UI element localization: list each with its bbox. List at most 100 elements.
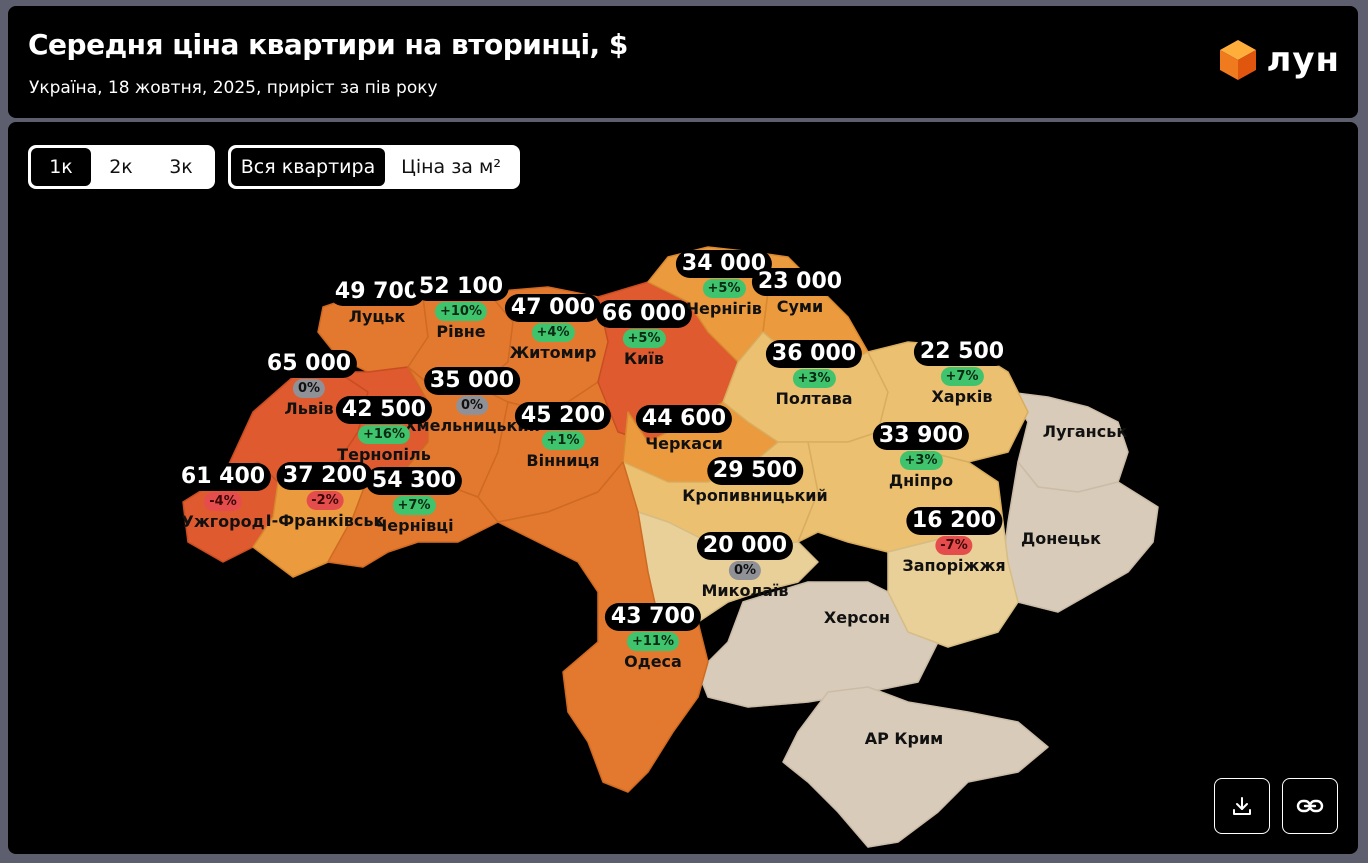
- occupied-region-label: Херсон: [823, 608, 891, 627]
- share-link-button[interactable]: [1282, 778, 1338, 834]
- price-change-badge: 0%: [728, 561, 762, 580]
- city-price: 65 000: [260, 350, 358, 378]
- city-name: Чернівці: [374, 516, 454, 535]
- price-change-badge: +7%: [392, 496, 436, 515]
- city-price: 42 500: [335, 396, 433, 424]
- city-name: Тернопіль: [337, 445, 431, 464]
- header: Середня ціна квартири на вторинці, $ Укр…: [8, 6, 1358, 118]
- price-change-badge: +7%: [940, 367, 984, 386]
- price-mode-selector: Вся квартира Ціна за м²: [228, 145, 520, 189]
- page-title: Середня ціна квартири на вторинці, $: [28, 28, 628, 61]
- city-name: Кропивницький: [682, 486, 828, 505]
- city-name: Ужгород: [181, 512, 265, 531]
- city-name: Одеса: [624, 652, 682, 671]
- ukraine-map: [182, 246, 1159, 848]
- price-change-badge: 0%: [292, 379, 326, 398]
- city-price: 22 500: [913, 338, 1011, 366]
- region-odesa: [497, 461, 709, 793]
- price-change-badge: -7%: [935, 536, 973, 555]
- city-label: 20 000 0% Миколаїв: [696, 532, 794, 600]
- price-change-badge: +16%: [357, 425, 411, 444]
- city-price: 35 000: [423, 367, 521, 395]
- city-label: 49 700 Луцьк: [328, 278, 426, 326]
- city-name: Вінниця: [526, 451, 600, 470]
- rooms-selector: 1к 2к 3к: [28, 145, 215, 189]
- city-price: 37 200: [276, 462, 374, 490]
- city-price: 45 200: [514, 402, 612, 430]
- city-label: 29 500 Кропивницький: [682, 457, 828, 505]
- city-price: 20 000: [696, 532, 794, 560]
- price-change-badge: +4%: [531, 323, 575, 342]
- city-name: Запоріжжя: [902, 556, 1006, 575]
- price-change-badge: +3%: [899, 451, 943, 470]
- city-name: Суми: [776, 297, 824, 316]
- page-subtitle: Україна, 18 жовтня, 2025, приріст за пів…: [29, 78, 438, 98]
- whole-apartment-button[interactable]: Вся квартира: [231, 148, 385, 186]
- city-label: 37 200 -2% І-Франківськ: [266, 462, 384, 530]
- price-change-badge: 0%: [455, 396, 489, 415]
- occupied-region-label: АР Крим: [864, 729, 944, 748]
- price-change-badge: +11%: [626, 632, 680, 651]
- region-zaporizhzhia: [887, 521, 1019, 648]
- city-name: Чернігів: [686, 299, 762, 318]
- rooms-3k-button[interactable]: 3к: [169, 156, 193, 178]
- city-label: 35 000 0% Хмельницький: [404, 367, 540, 435]
- city-label: 23 000 Суми: [751, 268, 849, 316]
- city-label: 65 000 0% Львів: [260, 350, 358, 418]
- cube-logo-icon: [1220, 40, 1257, 80]
- city-name: Київ: [624, 349, 664, 368]
- city-name: Луцьк: [348, 307, 406, 326]
- logo: лун: [1218, 38, 1340, 82]
- price-change-badge: +3%: [792, 369, 836, 388]
- city-label: 34 000 +5% Чернігів: [675, 250, 773, 318]
- city-label: 22 500 +7% Харків: [913, 338, 1011, 406]
- occupied-region-label: Донецьк: [1021, 529, 1101, 548]
- price-per-m2-button[interactable]: Ціна за м²: [401, 156, 501, 178]
- city-label: 47 000 +4% Житомир: [504, 294, 602, 362]
- price-change-badge: +5%: [622, 329, 666, 348]
- logo-text: лун: [1266, 40, 1340, 80]
- map-panel: 1к 2к 3к Вся квартира Ціна за м² 49 700 Л…: [8, 122, 1358, 854]
- price-change-badge: +1%: [541, 431, 585, 450]
- city-price: 66 000: [595, 300, 693, 328]
- city-price: 47 000: [504, 294, 602, 322]
- city-price: 34 000: [675, 250, 773, 278]
- region-crimea: [782, 686, 1049, 848]
- city-price: 52 100: [412, 273, 510, 301]
- city-price: 33 900: [872, 422, 970, 450]
- city-price: 29 500: [706, 457, 804, 485]
- city-label: 61 400 -4% Ужгород: [174, 463, 272, 531]
- rooms-2k-button[interactable]: 2к: [109, 156, 133, 178]
- price-change-badge: +10%: [434, 302, 488, 321]
- city-label: 54 300 +7% Чернівці: [365, 467, 463, 535]
- city-price: 23 000: [751, 268, 849, 296]
- city-name: Харків: [931, 387, 993, 406]
- city-name: Черкаси: [645, 434, 723, 453]
- city-label: 52 100 +10% Рівне: [412, 273, 510, 341]
- download-icon: [1233, 797, 1251, 815]
- city-label: 16 200 -7% Запоріжжя: [902, 507, 1006, 575]
- city-label: 66 000 +5% Київ: [595, 300, 693, 368]
- price-change-badge: -4%: [204, 492, 242, 511]
- city-name: Житомир: [509, 343, 597, 362]
- city-price: 43 700: [604, 603, 702, 631]
- rooms-1k-button[interactable]: 1к: [31, 148, 91, 186]
- city-name: Миколаїв: [701, 581, 789, 600]
- city-name: Рівне: [436, 322, 486, 341]
- download-button[interactable]: [1214, 778, 1270, 834]
- city-label: 42 500 +16% Тернопіль: [335, 396, 433, 464]
- city-label: 36 000 +3% Полтава: [765, 340, 863, 408]
- city-label: 43 700 +11% Одеса: [604, 603, 702, 671]
- occupied-region-label: Луганськ: [1042, 422, 1128, 441]
- city-label: 44 600 Черкаси: [635, 405, 733, 453]
- city-name: Львів: [284, 399, 334, 418]
- city-price: 16 200: [905, 507, 1003, 535]
- city-price: 54 300: [365, 467, 463, 495]
- city-name: Дніпро: [888, 471, 954, 490]
- city-label: 33 900 +3% Дніпро: [872, 422, 970, 490]
- price-change-badge: -2%: [306, 491, 344, 510]
- city-price: 44 600: [635, 405, 733, 433]
- city-name: Полтава: [775, 389, 853, 408]
- link-icon: [1296, 799, 1324, 813]
- city-name: Хмельницький: [404, 416, 540, 435]
